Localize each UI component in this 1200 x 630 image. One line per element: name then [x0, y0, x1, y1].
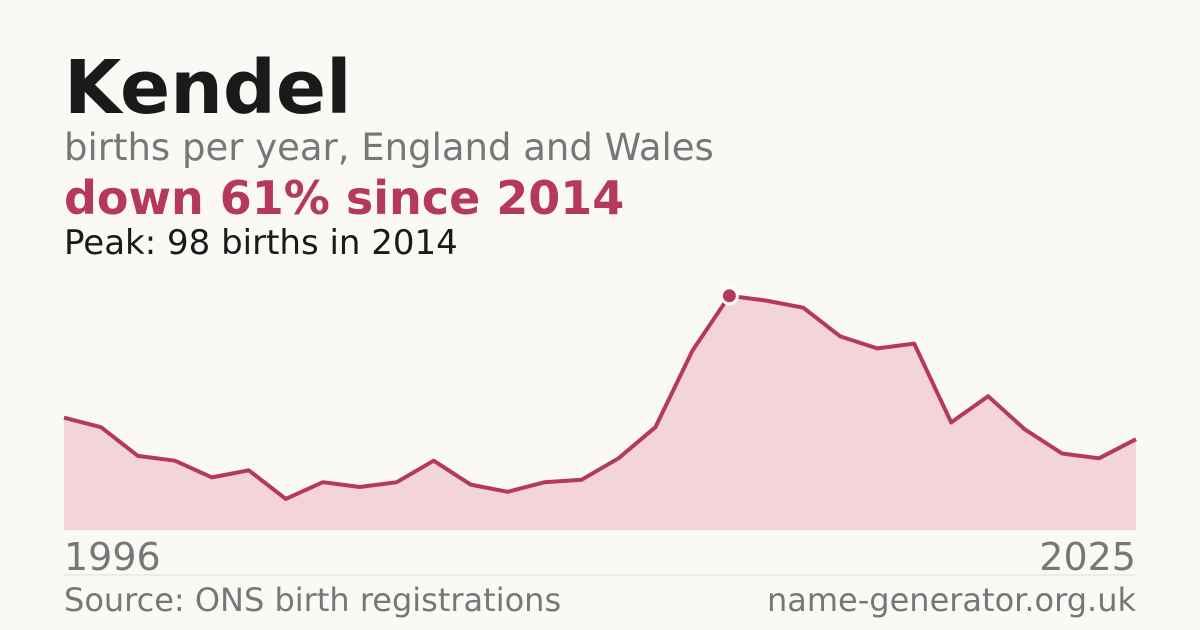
area	[64, 295, 1136, 530]
line	[63, 293, 1137, 501]
x-tick-label: 2025	[1039, 535, 1136, 579]
annotation: Peak: 98 births in 2014	[64, 223, 458, 263]
subtitle: births per year, England and Wales	[64, 126, 714, 169]
site: name-generator.org.uk	[767, 581, 1136, 619]
source: Source: ONS birth registrations	[64, 581, 561, 619]
headline: down 61% since 2014	[64, 171, 624, 225]
peak-marker	[719, 286, 739, 306]
chart-title: Kendel	[64, 45, 351, 131]
x-tick-label: 1996	[64, 535, 161, 579]
